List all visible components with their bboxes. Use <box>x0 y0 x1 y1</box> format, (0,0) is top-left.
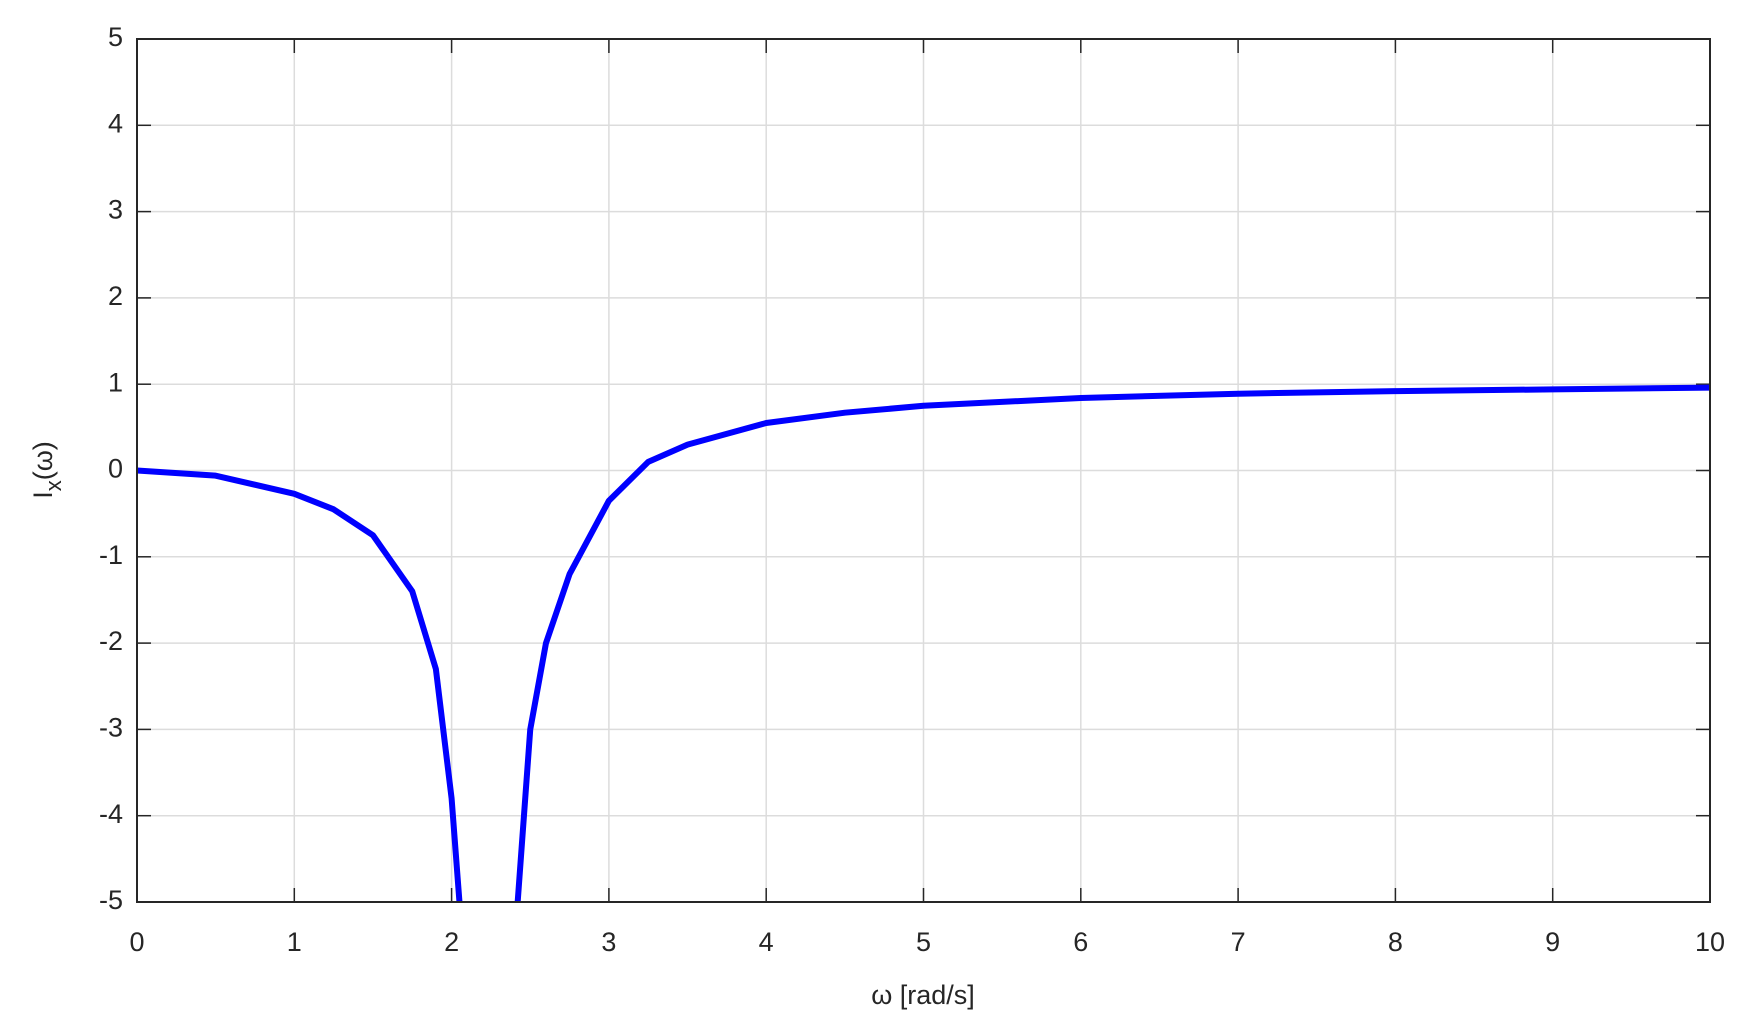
y-tick-label: -4 <box>99 799 123 829</box>
y-tick-label: 0 <box>108 454 123 484</box>
x-tick-label: 3 <box>601 927 616 957</box>
y-tick-label: 1 <box>108 367 123 397</box>
y-tick-label: 4 <box>108 108 123 138</box>
y-label-rest: (ω) <box>28 441 58 480</box>
x-tick-label: 0 <box>129 927 144 957</box>
x-axis-label: ω [rad/s] <box>871 980 975 1010</box>
data-line <box>136 384 1711 903</box>
x-tick-label: 8 <box>1388 927 1403 957</box>
y-tick-label: -2 <box>99 626 123 656</box>
y-tick-label: -5 <box>99 885 123 915</box>
x-tick-label: 9 <box>1545 927 1560 957</box>
y-label-sub: x <box>41 480 66 491</box>
x-tick-label: 2 <box>444 927 459 957</box>
y-tick-label: -1 <box>99 540 123 570</box>
y-tick-label: 5 <box>108 22 123 52</box>
x-tick-label: 10 <box>1695 927 1725 957</box>
y-tick-label: -3 <box>99 713 123 743</box>
x-tick-label: 1 <box>287 927 302 957</box>
x-tick-label: 6 <box>1073 927 1088 957</box>
x-tick-label: 5 <box>916 927 931 957</box>
x-tick-label: 7 <box>1231 927 1246 957</box>
y-axis-label: Ix(ω) <box>28 441 66 499</box>
y-label-main: I <box>28 491 58 499</box>
x-tick-label: 4 <box>759 927 774 957</box>
y-tick-label: 3 <box>108 195 123 225</box>
axes-box <box>136 38 1711 903</box>
y-tick-label: 2 <box>108 281 123 311</box>
